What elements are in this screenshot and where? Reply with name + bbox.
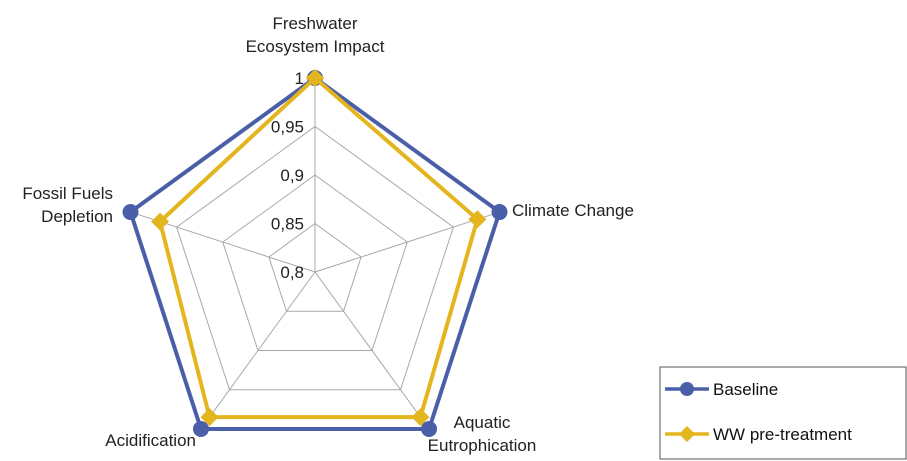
series-layer (122, 69, 508, 437)
point-baseline-aquatic-eutrophication (421, 420, 438, 437)
tick-label-0: 0,8 (280, 263, 304, 282)
axis-label-line: Eutrophication (428, 436, 537, 455)
legend: Baseline WW pre-treatment (659, 366, 907, 460)
axis-label-fossil-fuels-depletion: Fossil Fuels Depletion (22, 184, 113, 226)
grid-ring-2 (222, 174, 408, 351)
point-ww-pre-treatment-climate-change (468, 210, 487, 229)
point-ww-pre-treatment-fossil-fuels-depletion (151, 212, 170, 231)
axis-label-climate-change: Climate Change (512, 201, 634, 220)
point-baseline-acidification (192, 420, 209, 437)
axis-label-aquatic-eutrophication: Aquatic Eutrophication (428, 413, 537, 455)
grid-spoke-climate-change (314, 211, 500, 273)
axis-label-acidification: Acidification (105, 431, 196, 450)
legend-label-baseline: Baseline (713, 380, 778, 399)
point-ww-pre-treatment-aquatic-eutrophication (411, 408, 430, 427)
point-ww-pre-treatment-acidification (200, 408, 219, 427)
grid-spoke-aquatic-eutrophication (314, 271, 430, 430)
tick-label-2: 0,9 (280, 166, 304, 185)
point-baseline-fossil-fuels-depletion (122, 204, 139, 221)
point-ww-pre-treatment-freshwater-ecosystem-impact (306, 69, 324, 87)
tick-label-3: 0,95 (271, 118, 304, 137)
point-baseline-climate-change (491, 204, 508, 221)
axis-label-line: Climate Change (512, 201, 634, 220)
axis-label-line: Freshwater (272, 14, 357, 33)
tick-labels: 0,8 0,85 0,9 0,95 1 (271, 69, 304, 282)
legend-item-baseline: Baseline (665, 380, 778, 399)
series-line-ww-pre-treatment (158, 76, 480, 420)
axis-label-line: Fossil Fuels (22, 184, 113, 203)
grid-ring-3 (176, 125, 454, 391)
legend-item-ww-pre-treatment: WW pre-treatment (665, 425, 852, 444)
axis-label-line: Aquatic (454, 413, 511, 432)
legend-box (659, 366, 907, 460)
axis-labels: Freshwater Ecosystem Impact Climate Change… (22, 14, 634, 455)
axis-label-line: Ecosystem Impact (246, 37, 385, 56)
tick-label-4: 1 (295, 69, 304, 88)
axis-label-freshwater-ecosystem-impact: Freshwater Ecosystem Impact (246, 14, 385, 56)
axis-label-line: Acidification (105, 431, 196, 450)
series-line-baseline (128, 76, 502, 431)
grid-spoke-acidification (200, 271, 316, 430)
legend-label-ww-pre-treatment: WW pre-treatment (713, 425, 852, 444)
grid-ring-1 (268, 222, 362, 312)
tick-label-1: 0,85 (271, 215, 304, 234)
legend-marker-ww-pre-treatment (679, 426, 695, 442)
legend-marker-baseline (680, 382, 694, 396)
axis-label-line: Depletion (41, 207, 113, 226)
